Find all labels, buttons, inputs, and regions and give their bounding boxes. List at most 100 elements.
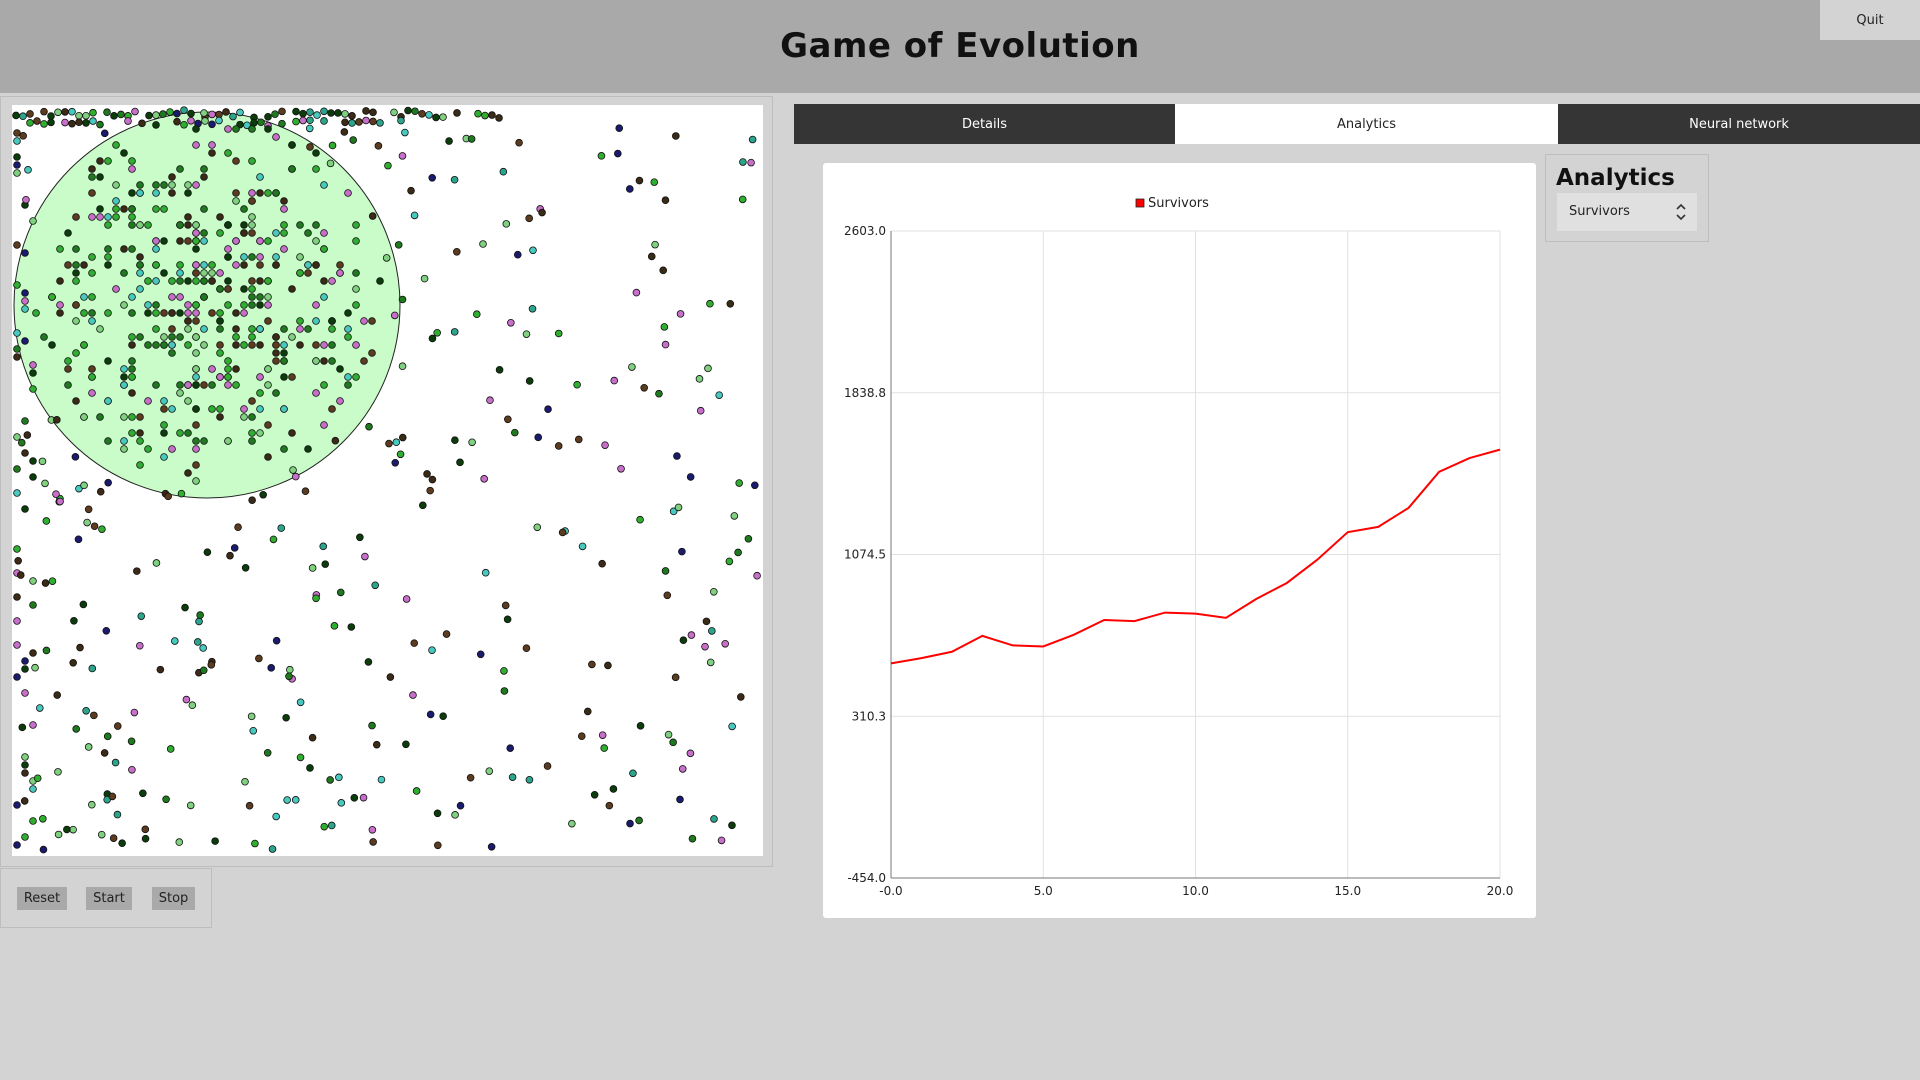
creature: [319, 542, 328, 551]
creature: [282, 713, 290, 722]
creature: [160, 333, 168, 341]
quit-button[interactable]: Quit: [1820, 0, 1920, 40]
creature: [249, 726, 258, 735]
creature: [495, 114, 503, 122]
creature: [456, 458, 464, 467]
creature: [331, 436, 340, 445]
creature: [280, 405, 288, 413]
creature: [341, 110, 349, 118]
creature: [312, 317, 320, 325]
creature: [730, 512, 739, 520]
creature: [128, 221, 136, 229]
creature: [264, 237, 272, 245]
x-tick-label: 5.0: [1034, 884, 1053, 898]
creature: [29, 785, 37, 793]
creature: [186, 801, 195, 810]
start-button[interactable]: Start: [86, 887, 132, 910]
creature: [184, 309, 192, 317]
creature: [21, 761, 29, 769]
reset-button[interactable]: Reset: [17, 887, 67, 910]
creature: [543, 762, 552, 770]
creature: [453, 247, 461, 256]
creature: [224, 301, 232, 309]
creature: [280, 445, 288, 453]
creature: [326, 159, 335, 168]
stop-button[interactable]: Stop: [152, 887, 195, 910]
creature: [412, 787, 421, 795]
creature: [485, 767, 494, 775]
creature: [320, 117, 328, 125]
creature: [48, 293, 56, 301]
creature: [128, 293, 136, 301]
creature: [47, 118, 55, 127]
creature: [56, 245, 64, 253]
creature: [21, 249, 29, 257]
creature: [558, 528, 567, 537]
creature: [112, 213, 120, 221]
creature: [605, 801, 614, 810]
creature: [604, 661, 612, 670]
creature: [200, 269, 208, 277]
creature: [64, 229, 72, 237]
creature: [19, 112, 27, 121]
creature: [29, 369, 37, 377]
creature: [248, 429, 256, 437]
creature: [344, 189, 352, 197]
creature: [292, 107, 300, 116]
creature: [224, 381, 232, 389]
creature: [369, 117, 377, 126]
simulation-world[interactable]: [12, 105, 763, 856]
tab-neural-network[interactable]: Neural network: [1558, 104, 1920, 144]
creature: [29, 649, 37, 657]
creature: [598, 559, 606, 568]
creature: [208, 141, 216, 149]
creature: [272, 189, 280, 197]
creature: [82, 111, 90, 120]
creature: [433, 809, 442, 818]
creature: [56, 309, 64, 317]
creature: [208, 309, 216, 317]
metric-select[interactable]: Survivors: [1557, 193, 1697, 231]
creature: [29, 217, 37, 225]
creature: [184, 277, 192, 285]
creature: [13, 465, 21, 473]
creature: [574, 435, 583, 444]
creature: [336, 269, 344, 277]
creature: [136, 333, 144, 341]
creature: [296, 325, 304, 333]
creature: [136, 261, 144, 269]
creature: [336, 261, 344, 269]
creature: [168, 333, 176, 341]
creature: [136, 429, 144, 437]
creature: [192, 373, 200, 381]
creature: [272, 389, 280, 397]
creature: [384, 161, 392, 170]
creature: [103, 108, 111, 116]
y-tick-label: 2603.0: [844, 224, 886, 238]
creature: [257, 118, 265, 127]
tab-details[interactable]: Details: [794, 104, 1175, 144]
creature: [224, 437, 232, 445]
creature: [428, 646, 436, 654]
creature: [488, 111, 496, 119]
creature: [61, 108, 69, 116]
creature: [368, 721, 376, 730]
creature: [678, 765, 687, 773]
creature: [70, 616, 78, 625]
creature: [29, 473, 37, 481]
creature: [369, 108, 377, 117]
creature: [164, 492, 172, 501]
tab-analytics[interactable]: Analytics: [1175, 104, 1558, 144]
creature: [396, 450, 405, 459]
creature: [352, 285, 360, 293]
creature: [240, 413, 248, 421]
creature: [175, 838, 184, 846]
creature: [84, 505, 93, 514]
creature: [264, 189, 272, 197]
creature: [52, 490, 60, 498]
creature: [176, 269, 184, 277]
creature: [193, 638, 202, 646]
creature: [377, 775, 386, 784]
creature: [104, 157, 112, 165]
creature: [434, 841, 442, 850]
